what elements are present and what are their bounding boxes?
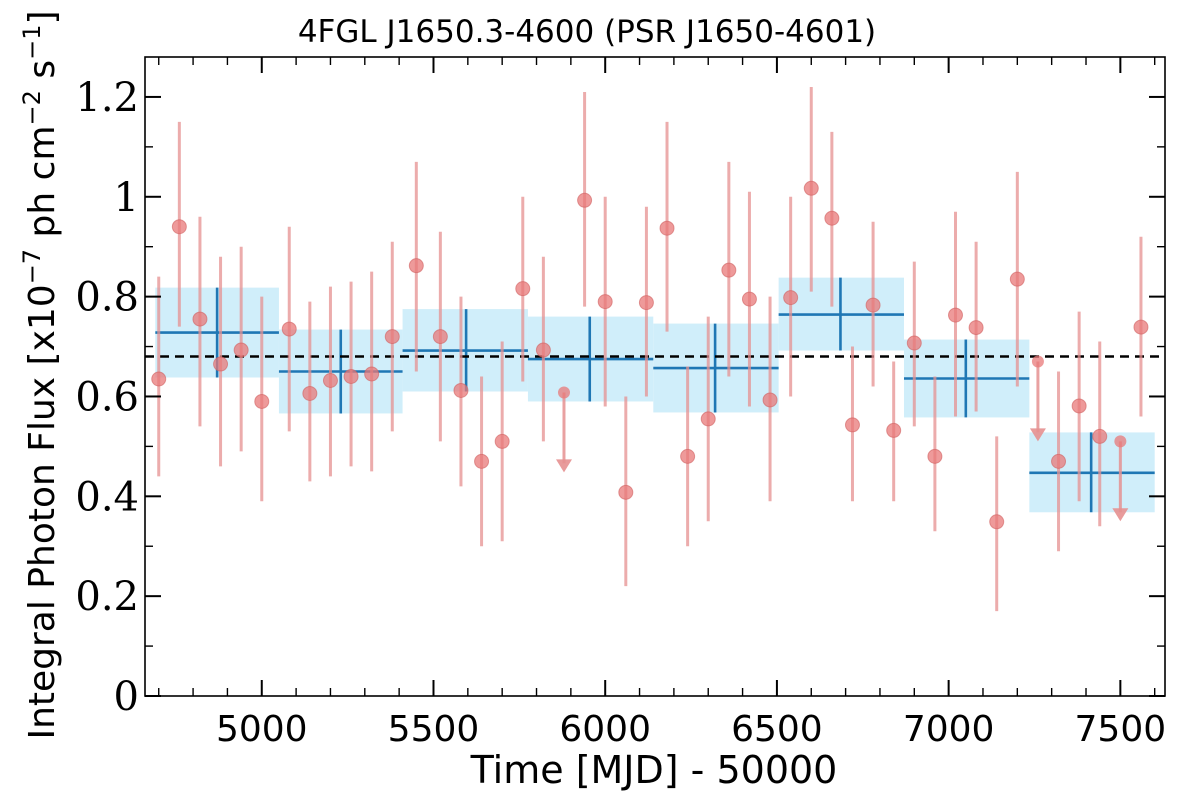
data-point-28	[741, 291, 757, 307]
data-point-26	[700, 411, 716, 427]
data-point-6	[281, 321, 297, 337]
x-tick-label-4: 7000	[903, 709, 995, 750]
data-point-13	[432, 329, 448, 345]
data-point-4	[233, 342, 249, 358]
data-point-17	[515, 281, 531, 297]
data-point-12	[408, 258, 424, 274]
data-point-33	[844, 417, 860, 433]
data-point-25	[680, 448, 696, 464]
y-label-part-2: ph cm	[22, 125, 63, 248]
y-tick-label-6: 1.2	[75, 75, 139, 121]
y-label-exp-2: −2	[18, 90, 46, 125]
data-point-27	[721, 262, 737, 278]
data-point-1	[171, 219, 187, 235]
data-point-22	[618, 484, 634, 500]
upper-limit-arrow-42	[1029, 428, 1046, 442]
data-point-39	[968, 320, 984, 336]
data-point-10	[364, 366, 380, 382]
y-label-exp-1: −7	[18, 249, 46, 284]
y-axis-label: Integral Photon Flux [x10−7 ph cm−2 s−1]	[18, 10, 63, 739]
y-tick-label-5: 1	[114, 175, 139, 221]
upper-limit-point-19	[557, 386, 570, 399]
y-tick-label-4: 0.8	[75, 275, 139, 321]
data-point-5	[254, 393, 270, 409]
data-point-11	[384, 329, 400, 345]
x-tick-label-3: 6500	[731, 709, 823, 750]
x-axis-label: Time [MJD] - 50000	[470, 748, 838, 792]
plot-frame	[144, 56, 1166, 697]
data-point-40	[989, 514, 1005, 530]
upper-limit-point-42	[1031, 355, 1044, 368]
data-point-24	[659, 220, 675, 236]
data-point-18	[535, 342, 551, 358]
data-point-47	[1133, 319, 1149, 335]
data-point-16	[494, 433, 510, 449]
y-label-part-3: s	[22, 60, 63, 90]
data-point-38	[948, 307, 964, 323]
chart-title: 4FGL J1650.3-4600 (PSR J1650-4601)	[298, 14, 876, 50]
y-label-part-1: Integral Photon Flux [x10	[22, 284, 63, 739]
monthly-points-layer	[151, 86, 1149, 612]
y-label-exp-3: −1	[18, 25, 46, 60]
x-tick-label-2: 6000	[559, 709, 651, 750]
data-point-30	[783, 290, 799, 306]
x-tick-label-0: 5000	[216, 709, 308, 750]
data-point-0	[151, 371, 167, 387]
data-point-34	[865, 297, 881, 313]
x-tick-label-1: 5500	[388, 709, 480, 750]
data-point-21	[597, 294, 613, 310]
data-point-41	[1009, 271, 1025, 287]
y-tick-label-1: 0.2	[75, 574, 139, 620]
data-point-32	[824, 210, 840, 226]
data-point-9	[343, 369, 359, 384]
data-point-31	[803, 180, 819, 196]
data-point-8	[322, 372, 338, 388]
y-tick-label-0: 0	[114, 674, 139, 720]
data-point-44	[1071, 398, 1087, 414]
data-point-36	[906, 335, 922, 351]
y-tick-label-2: 0.4	[75, 474, 139, 520]
data-point-2	[192, 311, 208, 327]
data-point-35	[886, 422, 902, 438]
upper-limit-arrow-19	[555, 459, 572, 473]
data-point-7	[302, 385, 318, 401]
data-point-23	[638, 295, 654, 311]
data-point-3	[213, 356, 229, 372]
y-tick-label-3: 0.6	[75, 374, 139, 420]
upper-limit-point-46	[1114, 435, 1127, 448]
data-point-45	[1092, 428, 1108, 444]
upper-limit-arrow-46	[1112, 508, 1129, 522]
data-point-14	[453, 382, 469, 398]
data-point-29	[762, 392, 778, 408]
data-point-37	[927, 448, 943, 464]
data-point-15	[474, 453, 490, 469]
y-label-part-4: ]	[22, 10, 63, 24]
yearly-bins-layer	[155, 277, 1155, 513]
x-tick-label-5: 7500	[1075, 709, 1167, 750]
axes-layer: 5000 5500 6000 6500 7000 7500 0 0.2 0.4 0.6 0.8 1 1.…	[75, 56, 1167, 750]
data-point-43	[1051, 453, 1067, 469]
data-point-20	[577, 192, 593, 208]
